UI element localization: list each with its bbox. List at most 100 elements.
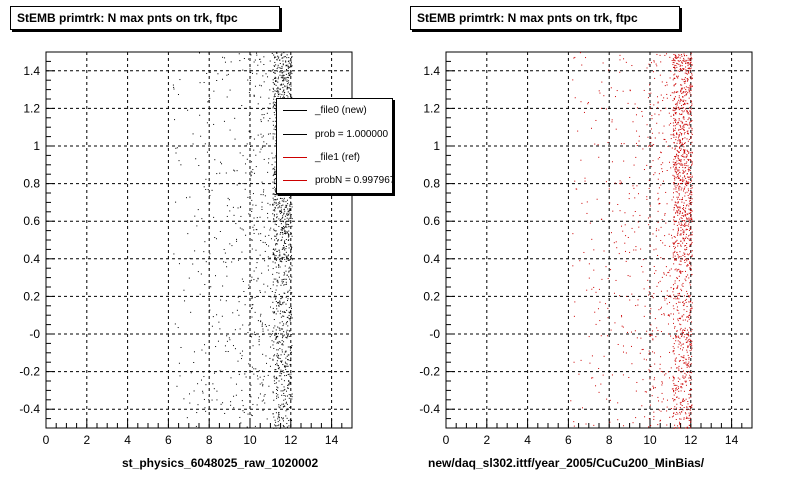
- data-point: [673, 298, 675, 300]
- data-point: [669, 77, 671, 79]
- data-point: [288, 220, 290, 222]
- data-point: [689, 209, 691, 211]
- data-point: [282, 335, 284, 337]
- data-point: [570, 400, 572, 402]
- data-point: [681, 284, 683, 286]
- data-point: [204, 344, 206, 346]
- data-point: [672, 166, 674, 168]
- data-point: [682, 91, 684, 93]
- data-point: [651, 334, 653, 336]
- data-point: [676, 411, 678, 413]
- data-point: [628, 376, 630, 378]
- data-point: [274, 206, 276, 208]
- data-point: [678, 61, 680, 63]
- data-point: [251, 415, 253, 417]
- data-point: [626, 295, 628, 297]
- data-point: [688, 124, 690, 126]
- data-point: [254, 59, 256, 61]
- data-point: [641, 265, 643, 267]
- data-point: [673, 376, 675, 378]
- data-point: [289, 364, 291, 366]
- data-point: [648, 63, 650, 65]
- data-point: [685, 200, 687, 202]
- data-point: [686, 72, 688, 74]
- data-point: [679, 179, 681, 181]
- data-point: [277, 240, 279, 242]
- data-point: [245, 376, 247, 378]
- data-point: [681, 99, 683, 101]
- data-point: [691, 194, 693, 196]
- data-point: [680, 84, 682, 86]
- data-point: [286, 199, 288, 201]
- data-point: [681, 187, 683, 189]
- data-point: [629, 299, 631, 301]
- data-point: [673, 125, 675, 127]
- data-point: [183, 289, 185, 291]
- data-point: [672, 388, 674, 390]
- data-point: [256, 375, 258, 377]
- data-point: [287, 290, 289, 292]
- data-point: [281, 258, 283, 260]
- data-point: [274, 61, 276, 63]
- data-point: [679, 125, 681, 127]
- data-point: [653, 174, 655, 176]
- data-point: [274, 114, 276, 116]
- data-point: [226, 96, 228, 98]
- data-point: [686, 173, 688, 175]
- data-point: [675, 171, 677, 173]
- data-point: [284, 77, 286, 79]
- data-point: [275, 289, 277, 291]
- data-point: [281, 337, 283, 339]
- data-point: [275, 79, 277, 81]
- data-point: [684, 259, 686, 261]
- data-point: [628, 198, 630, 200]
- data-point: [238, 53, 240, 55]
- data-point: [263, 56, 265, 58]
- data-point: [253, 138, 255, 140]
- data-point: [196, 225, 198, 227]
- data-point: [686, 185, 688, 187]
- data-point: [275, 143, 277, 145]
- data-point: [688, 253, 690, 255]
- data-point: [572, 233, 574, 235]
- data-point: [676, 306, 678, 308]
- data-point: [673, 217, 675, 219]
- data-point: [662, 132, 664, 134]
- data-point: [676, 396, 678, 398]
- data-point: [678, 185, 680, 187]
- data-point: [595, 385, 597, 387]
- data-point: [658, 229, 660, 231]
- data-point: [681, 92, 683, 94]
- data-point: [689, 228, 691, 230]
- x-tick-label: 14: [325, 433, 339, 447]
- data-point: [274, 298, 276, 300]
- data-point: [691, 273, 693, 275]
- data-point: [681, 105, 683, 107]
- data-point: [650, 146, 651, 147]
- data-point: [185, 197, 187, 199]
- data-point: [260, 121, 262, 123]
- data-point: [688, 89, 690, 91]
- data-point: [239, 60, 241, 62]
- data-point: [671, 147, 673, 149]
- data-point: [653, 416, 655, 418]
- data-point: [681, 107, 683, 109]
- data-point: [175, 147, 177, 149]
- data-point: [290, 303, 292, 305]
- data-point: [674, 148, 676, 150]
- data-point: [686, 123, 688, 125]
- data-point: [657, 210, 659, 212]
- data-point: [274, 72, 276, 74]
- data-point: [675, 103, 677, 105]
- data-point: [588, 263, 590, 265]
- data-point: [263, 189, 265, 191]
- data-point: [672, 256, 674, 258]
- data-point: [688, 122, 690, 124]
- data-point: [690, 420, 692, 422]
- y-tick-label: 0.2: [423, 289, 440, 303]
- data-point: [291, 203, 293, 205]
- data-point: [580, 359, 582, 361]
- data-point: [688, 89, 690, 91]
- data-point: [680, 120, 682, 122]
- data-point: [676, 153, 678, 155]
